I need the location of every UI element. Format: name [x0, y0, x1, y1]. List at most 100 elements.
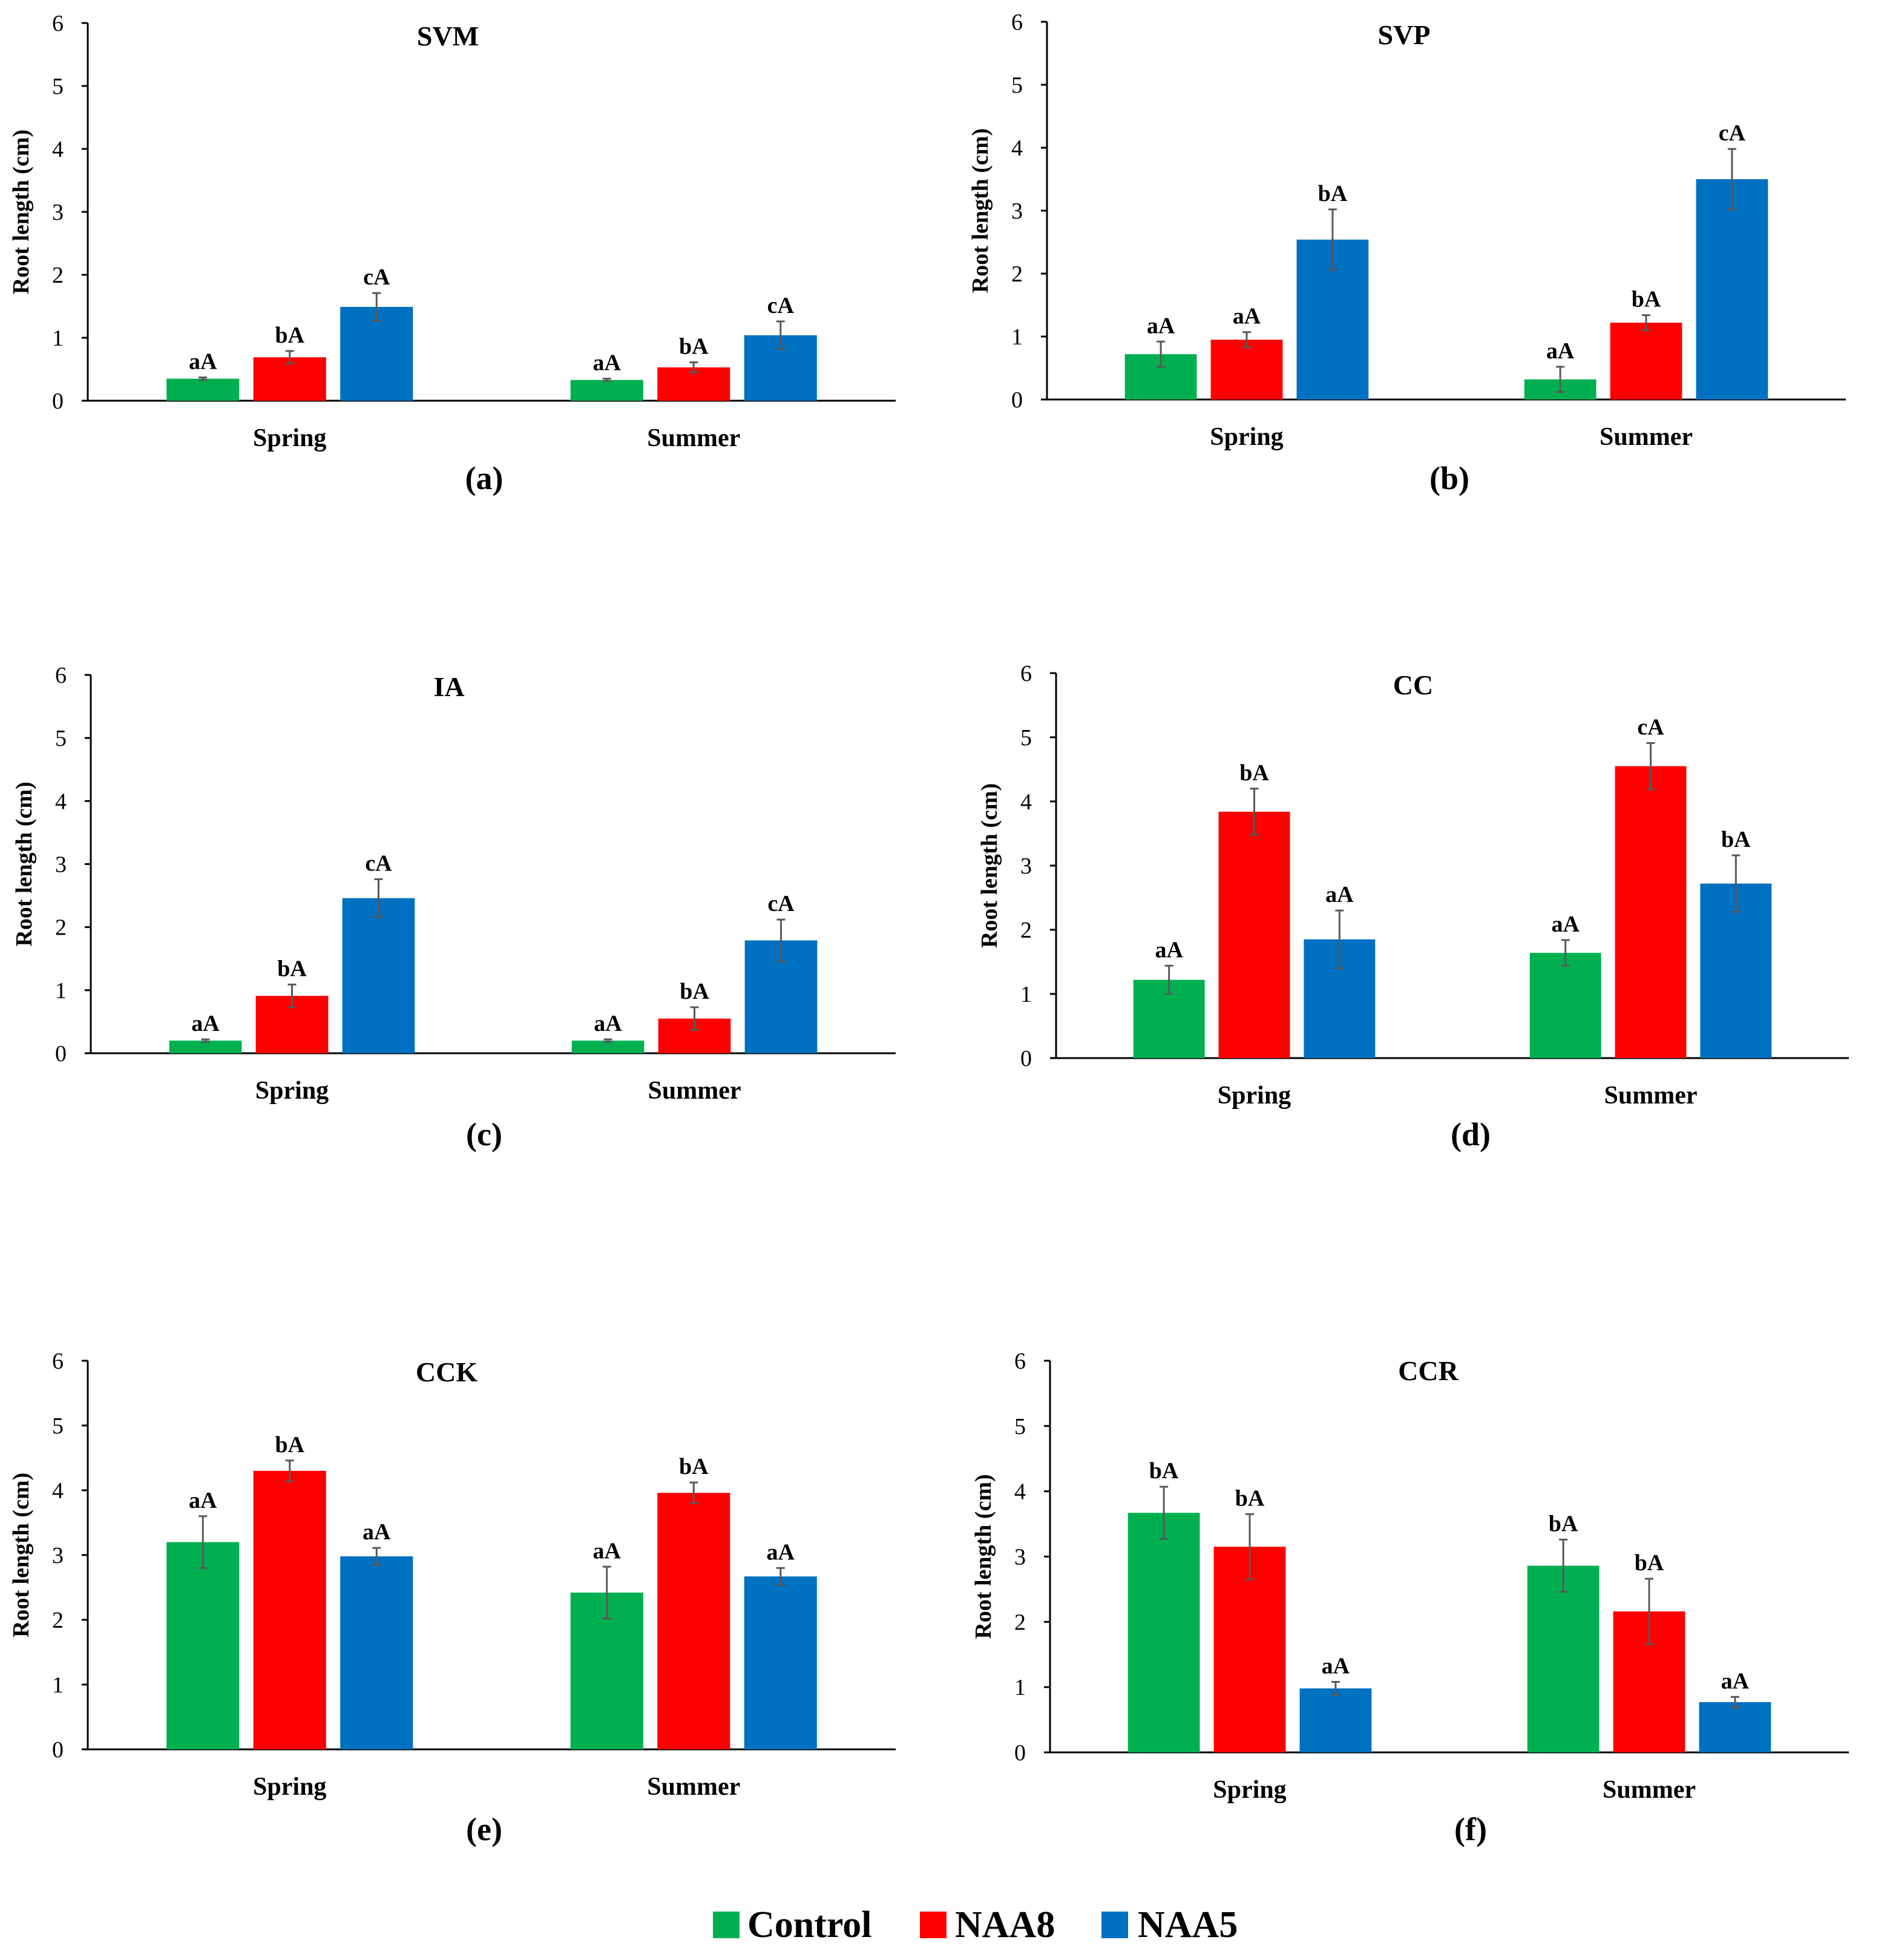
- significance-label: bA: [1318, 181, 1348, 206]
- panel-label: (e): [466, 1811, 502, 1847]
- chart-title: CCK: [416, 1357, 477, 1387]
- chart-panel-cck: 0 1 2 3 4 5 6 Root length (cm) CCK aA bA aA Spring aA…: [8, 1349, 896, 1847]
- x-tick-label: Summer: [647, 1773, 740, 1801]
- y-tick-label: 5: [55, 726, 67, 751]
- bar-naa8-spring: [1210, 340, 1283, 400]
- significance-label: cA: [363, 265, 390, 290]
- y-tick-label: 1: [52, 326, 64, 351]
- y-tick-label: 6: [52, 11, 64, 36]
- x-tick-label: Spring: [253, 424, 326, 452]
- y-tick-label: 2: [52, 1608, 64, 1633]
- bar-naa8-summer: [1610, 323, 1682, 400]
- chart-panel-ccr: 0 1 2 3 4 5 6 Root length (cm) CCR bA bA aA Spring bA…: [971, 1349, 1849, 1847]
- y-tick-label: 5: [1014, 1414, 1026, 1439]
- panel-label: (a): [465, 460, 504, 496]
- panel-label: (b): [1429, 460, 1469, 496]
- y-tick-label: 0: [52, 1737, 64, 1763]
- significance-label: aA: [363, 1519, 391, 1545]
- significance-label: bA: [277, 956, 307, 981]
- bar-control-summer: [570, 380, 643, 401]
- significance-label: aA: [1155, 937, 1183, 962]
- significance-label: cA: [767, 293, 795, 318]
- y-tick-label: 6: [1020, 661, 1032, 686]
- y-axis-label: Root length (cm): [971, 1474, 996, 1639]
- x-tick-label: Spring: [253, 1773, 326, 1801]
- x-tick-label: Spring: [1218, 1082, 1291, 1110]
- significance-label: bA: [1632, 287, 1661, 312]
- panel-label: (d): [1451, 1116, 1491, 1153]
- y-axis-label: Root length (cm): [977, 783, 1002, 948]
- chart-panel-cc: 0 1 2 3 4 5 6 Root length (cm) CC aA bA aA Spring aA c…: [977, 661, 1849, 1153]
- legend-swatch-naa8: [920, 1912, 947, 1938]
- bar-control-summer: [1527, 1565, 1600, 1752]
- significance-label: aA: [1233, 304, 1261, 329]
- significance-label: aA: [767, 1539, 795, 1565]
- significance-label: cA: [365, 851, 392, 876]
- significance-label: cA: [767, 891, 795, 916]
- significance-label: aA: [1551, 912, 1580, 937]
- bar-naa8-summer: [657, 1493, 730, 1749]
- legend: Control NAA8 NAA5: [713, 1904, 1238, 1945]
- panel-label: (f): [1454, 1811, 1487, 1847]
- significance-label: aA: [1325, 882, 1354, 907]
- x-tick-label: Summer: [648, 1077, 741, 1105]
- y-tick-label: 2: [1014, 1610, 1026, 1635]
- significance-label: bA: [1235, 1485, 1265, 1511]
- significance-label: bA: [1721, 827, 1751, 852]
- significance-label: bA: [275, 1432, 304, 1458]
- chart-title: CC: [1393, 669, 1433, 700]
- y-tick-label: 4: [55, 789, 67, 814]
- bar-naa5-spring: [1299, 1688, 1372, 1752]
- bar-control-spring: [166, 1542, 240, 1749]
- y-tick-label: 3: [52, 200, 64, 225]
- chart-title: SVP: [1378, 19, 1431, 50]
- significance-label: aA: [593, 1538, 622, 1564]
- y-tick-label: 0: [1011, 387, 1023, 413]
- significance-label: bA: [680, 979, 709, 1004]
- y-tick-label: 4: [52, 1478, 64, 1504]
- legend-label-naa8: NAA8: [955, 1904, 1055, 1945]
- bar-naa8-spring: [253, 357, 326, 401]
- y-tick-label: 4: [1020, 789, 1032, 815]
- x-tick-label: Spring: [1213, 1776, 1286, 1804]
- y-tick-label: 3: [1011, 199, 1023, 224]
- y-axis-label: Root length (cm): [968, 128, 993, 293]
- x-tick-label: Spring: [255, 1077, 329, 1105]
- significance-label: bA: [1149, 1458, 1179, 1484]
- legend-swatch-naa5: [1101, 1912, 1128, 1938]
- significance-label: bA: [679, 334, 709, 360]
- significance-label: aA: [189, 1488, 217, 1513]
- x-tick-label: Spring: [1210, 423, 1283, 451]
- legend-swatch-control: [713, 1912, 740, 1938]
- y-tick-label: 0: [52, 389, 64, 414]
- y-tick-label: 6: [1011, 10, 1023, 35]
- y-tick-label: 1: [55, 978, 67, 1004]
- chart-panel-svm: 0 1 2 3 4 5 6 Root length (cm) SVM aA bA cA Spring aA…: [8, 11, 896, 496]
- bar-naa5-spring: [340, 307, 413, 401]
- significance-label: bA: [679, 1454, 709, 1479]
- chart-title: CCR: [1398, 1355, 1459, 1386]
- y-tick-label: 1: [52, 1672, 64, 1698]
- y-tick-label: 2: [1020, 918, 1032, 943]
- significance-label: aA: [1721, 1668, 1750, 1694]
- significance-label: bA: [1635, 1550, 1664, 1576]
- bar-naa5-summer: [744, 1576, 817, 1749]
- y-tick-label: 6: [1014, 1349, 1026, 1374]
- y-tick-label: 1: [1011, 324, 1023, 350]
- y-tick-label: 0: [1014, 1740, 1026, 1766]
- y-axis-label: Root length (cm): [8, 1473, 34, 1637]
- chart-panel-ia: 0 1 2 3 4 5 6 Root length (cm) IA aA bA cA Spring aA b…: [11, 663, 896, 1153]
- legend-label-control: Control: [747, 1904, 872, 1945]
- panel-label: (c): [466, 1116, 502, 1153]
- significance-label: aA: [1322, 1654, 1350, 1679]
- bar-naa5-summer: [1696, 179, 1768, 400]
- x-tick-label: Summer: [647, 424, 740, 452]
- y-tick-label: 6: [52, 1349, 64, 1374]
- y-tick-label: 3: [55, 852, 67, 878]
- y-tick-label: 2: [52, 263, 64, 288]
- significance-label: aA: [189, 349, 217, 375]
- y-tick-label: 5: [1020, 725, 1032, 751]
- significance-label: bA: [1549, 1511, 1578, 1536]
- y-tick-label: 6: [55, 663, 67, 688]
